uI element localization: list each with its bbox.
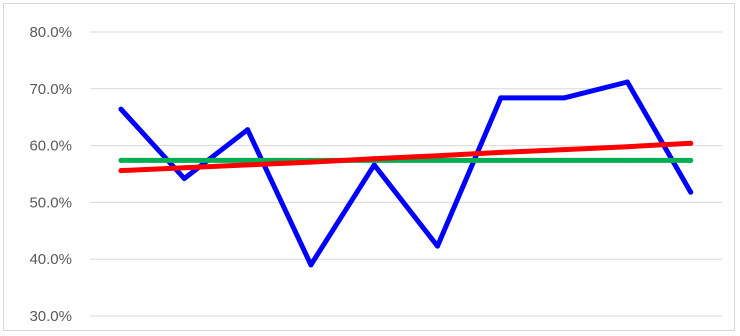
series-line-2 [118,140,694,174]
data-point [181,165,187,171]
chart-frame [3,3,735,331]
data-point [245,157,251,163]
data-point [371,156,377,162]
data-point [308,159,314,165]
data-point [561,95,567,101]
y-tick-label: 70.0% [29,81,72,98]
data-point [435,157,440,163]
data-point [181,157,187,163]
y-axis-ticks: 30.0% 40.0% 50.0% 60.0% 70.0% 80.0% [29,24,72,325]
data-point [118,157,124,163]
y-tick-label: 30.0% [29,308,72,325]
data-point [498,157,504,163]
data-point [308,262,314,268]
data-point [688,157,694,163]
y-tick-label: 80.0% [29,24,72,41]
data-point [245,162,251,168]
data-point [435,153,440,159]
data-point [624,79,630,85]
data-point [498,95,504,101]
data-point [624,157,630,163]
data-point [498,149,504,155]
y-tick-label: 50.0% [29,194,72,211]
data-point [371,162,377,168]
data-point [561,157,567,163]
y-tick-label: 40.0% [29,251,72,268]
data-point [118,168,124,174]
data-point [245,127,251,133]
data-point [435,243,440,249]
data-point [181,176,187,182]
data-point [118,106,124,112]
data-point [624,144,630,150]
data-point [688,140,694,146]
gridlines [90,31,722,317]
data-point [561,147,567,153]
data-point [688,189,694,195]
series-line-0 [118,79,694,268]
series-lines [118,79,694,268]
y-tick-label: 60.0% [29,138,72,155]
